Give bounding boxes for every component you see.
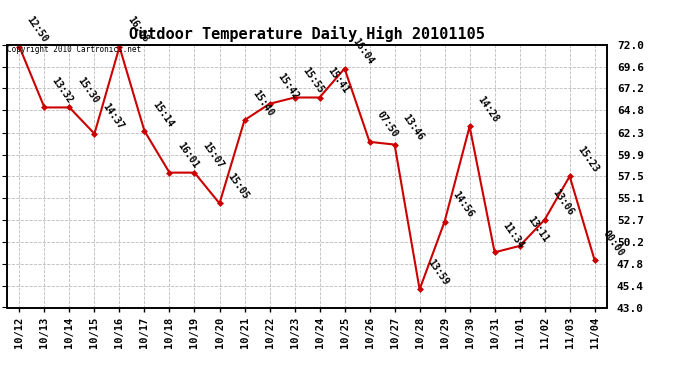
Text: 13:59: 13:59: [425, 257, 450, 287]
Text: 16:01: 16:01: [175, 141, 200, 171]
Text: 00:00: 00:00: [600, 228, 625, 258]
Text: 15:41: 15:41: [325, 66, 350, 95]
Text: 13:32: 13:32: [50, 75, 75, 105]
Text: 14:56: 14:56: [450, 189, 475, 219]
Text: 15:05: 15:05: [225, 171, 250, 201]
Text: 15:30: 15:30: [75, 75, 100, 105]
Text: 15:07: 15:07: [200, 141, 225, 171]
Text: 15:42: 15:42: [275, 72, 300, 102]
Text: 15:14: 15:14: [150, 99, 175, 129]
Text: 11:34: 11:34: [500, 220, 525, 250]
Title: Outdoor Temperature Daily High 20101105: Outdoor Temperature Daily High 20101105: [129, 27, 485, 42]
Text: 16:04: 16:04: [350, 37, 375, 66]
Text: 13:11: 13:11: [525, 214, 550, 244]
Text: 15:55: 15:55: [300, 66, 325, 95]
Text: 14:37: 14:37: [100, 102, 125, 132]
Text: 12:50: 12:50: [25, 15, 50, 45]
Text: 13:06: 13:06: [550, 188, 575, 218]
Text: 16:08: 16:08: [125, 15, 150, 45]
Text: 14:28: 14:28: [475, 94, 500, 124]
Text: 15:40: 15:40: [250, 88, 275, 118]
Text: Copyright 2010 Cartronics.net: Copyright 2010 Cartronics.net: [7, 45, 141, 54]
Text: 07:50: 07:50: [375, 110, 400, 140]
Text: 15:23: 15:23: [575, 144, 600, 174]
Text: 13:46: 13:46: [400, 112, 425, 142]
